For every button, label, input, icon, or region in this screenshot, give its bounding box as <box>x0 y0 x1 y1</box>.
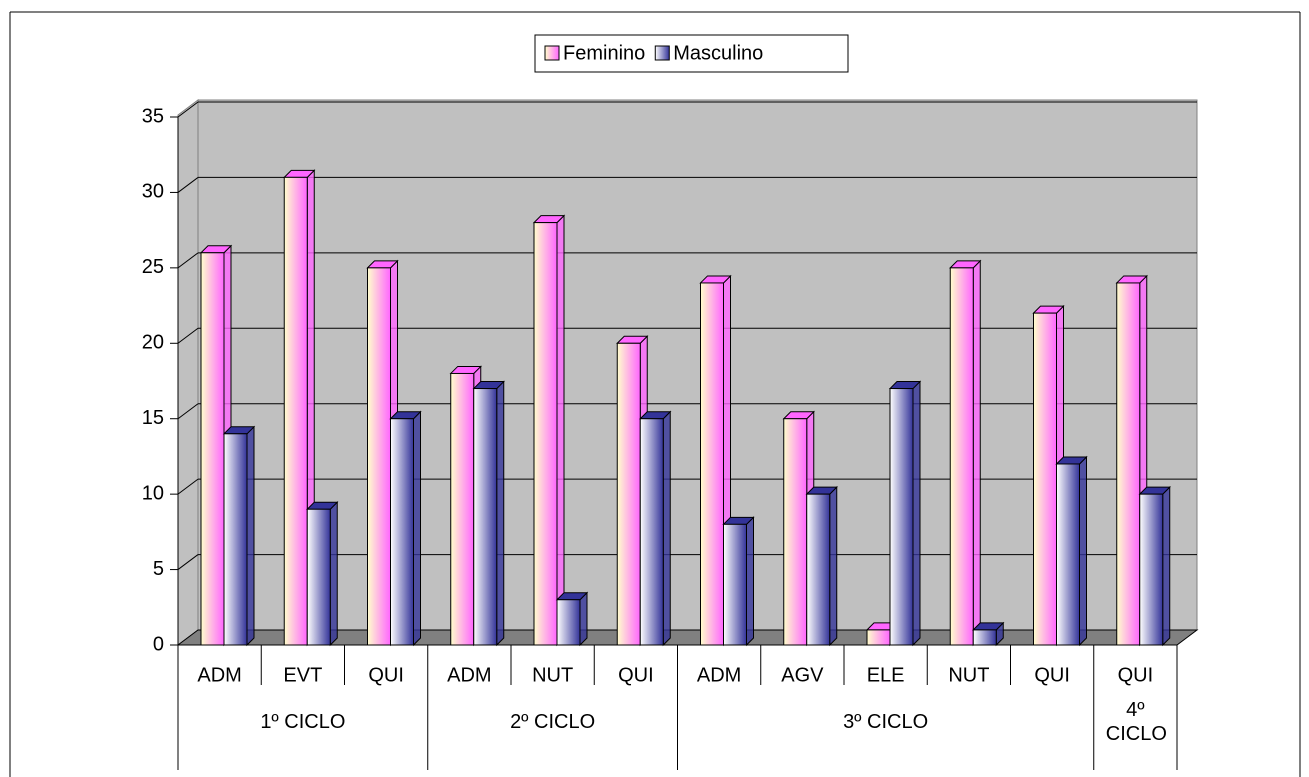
bar <box>556 599 581 646</box>
group-label: 3º CICLO <box>843 711 929 733</box>
x-tick-label: QUI <box>1034 664 1070 686</box>
group-label: 1º CICLO <box>260 711 346 733</box>
bar <box>723 523 747 646</box>
bar <box>866 629 891 646</box>
legend <box>534 34 849 73</box>
y-tick-label: 35 <box>142 105 164 127</box>
bar <box>889 388 914 646</box>
x-tick-label: QUI <box>368 664 404 686</box>
legend-swatch <box>544 45 560 61</box>
grid-line <box>177 252 199 269</box>
bar-side <box>912 380 921 647</box>
bar-side <box>413 410 421 647</box>
bar-side <box>746 516 754 647</box>
bar <box>367 267 391 646</box>
bar-side <box>1079 455 1087 647</box>
bar <box>200 252 225 646</box>
x-tick-label: NUT <box>532 664 573 686</box>
bar <box>223 433 248 646</box>
bar <box>1033 312 1057 646</box>
bar-side <box>1162 485 1171 647</box>
y-tick-label: 20 <box>142 332 164 354</box>
y-tick-label: 15 <box>142 407 164 429</box>
grid-line <box>177 403 199 420</box>
bar <box>639 418 664 646</box>
x-tick-label: ADM <box>697 664 741 686</box>
group-label: 4º CICLO <box>1105 699 1167 745</box>
grid-line <box>177 101 199 118</box>
bar <box>390 418 414 646</box>
grid-line <box>177 554 199 570</box>
bar-side <box>246 425 255 647</box>
y-tick-label: 30 <box>142 181 164 203</box>
bar <box>306 508 331 646</box>
grid-line <box>177 327 199 344</box>
bar <box>616 342 641 646</box>
bar-side <box>972 259 981 647</box>
x-tick-label: QUI <box>618 664 654 686</box>
bar <box>1116 282 1141 646</box>
bar-side <box>829 485 838 647</box>
y-tick-label: 10 <box>142 482 164 504</box>
y-tick-label: 25 <box>142 256 164 278</box>
bar-side <box>329 501 338 647</box>
bar <box>806 493 831 646</box>
bar <box>1139 493 1164 646</box>
side-wall <box>177 99 199 646</box>
bar <box>783 418 808 646</box>
legend-swatch <box>654 45 670 61</box>
y-tick-label: 5 <box>153 558 164 580</box>
grid-line <box>177 177 199 193</box>
bar <box>450 372 475 646</box>
bar <box>473 388 498 646</box>
x-tick-label: QUI <box>1118 664 1154 686</box>
x-tick-label: AGV <box>781 664 824 686</box>
legend-label: Feminino <box>563 42 645 64</box>
bar <box>283 176 308 646</box>
x-tick-label: ADM <box>197 664 241 686</box>
x-tick-label: ELE <box>867 664 905 686</box>
bar <box>533 222 558 646</box>
bar-side <box>662 410 671 647</box>
group-label: 2º CICLO <box>510 711 596 733</box>
bar <box>949 267 974 646</box>
bar <box>1056 463 1080 646</box>
x-tick-label: NUT <box>948 664 989 686</box>
bar <box>700 282 724 646</box>
bar-side <box>556 214 565 647</box>
y-tick-label: 0 <box>153 633 164 655</box>
bar <box>972 629 997 646</box>
legend-label: Masculino <box>673 42 763 64</box>
x-tick-label: EVT <box>283 664 322 686</box>
grid-line <box>177 478 199 495</box>
x-tick-label: ADM <box>447 664 491 686</box>
bar-side <box>579 591 588 647</box>
bar-side <box>496 380 505 647</box>
